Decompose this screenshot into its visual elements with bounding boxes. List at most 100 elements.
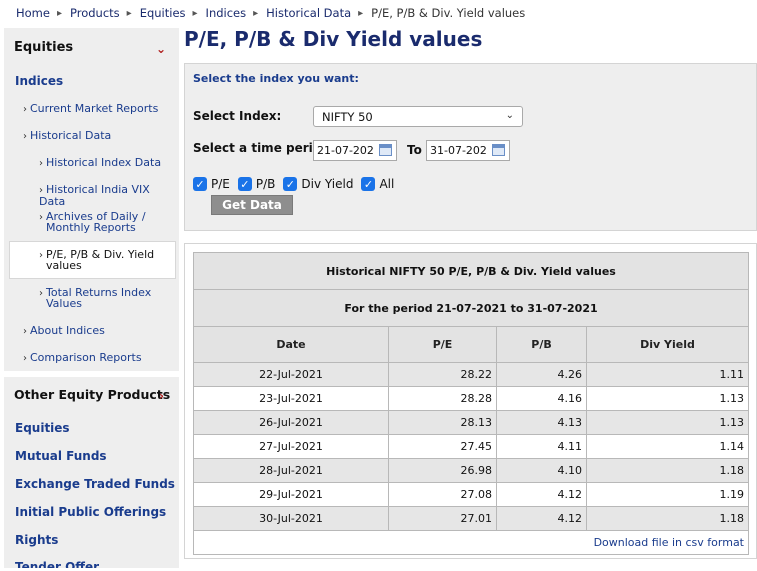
chevron-right-icon: ›	[39, 288, 43, 299]
cell-div-yield: 1.13	[586, 410, 749, 435]
index-select-value: NIFTY 50	[322, 110, 373, 124]
index-select[interactable]: NIFTY 50 ⌄	[313, 106, 523, 127]
download-csv-link[interactable]: Download file in csv format	[193, 530, 749, 555]
breadcrumb-products[interactable]: Products	[70, 6, 120, 20]
sidebar-item-label: Monthly Reports	[46, 221, 136, 234]
sidebar-section-title[interactable]: Equities	[14, 40, 74, 55]
chevron-right-icon: ›	[39, 250, 43, 261]
table-row: 28-Jul-2021 26.98 4.10 1.18	[193, 458, 749, 483]
cell-pb: 4.12	[496, 482, 587, 507]
breadcrumb-historical-data[interactable]: Historical Data	[266, 6, 352, 20]
table-period: For the period 21-07-2021 to 31-07-2021	[193, 289, 749, 327]
cell-pb: 4.13	[496, 410, 587, 435]
sidebar-item-label: Historical Index Data	[46, 156, 162, 169]
form-hint: Select the index you want:	[193, 72, 359, 85]
from-date-value: 21-07-202	[317, 144, 374, 157]
breadcrumb-separator-icon: ▸	[358, 7, 364, 19]
table-header-row: Date P/E P/B Div Yield	[193, 326, 749, 363]
checkbox-pe-label: P/E	[211, 177, 230, 191]
cell-date: 23-Jul-2021	[193, 386, 389, 411]
sidebar-item-pe-pb-div-yield[interactable]: › P/E, P/B & Div. Yield values	[39, 249, 169, 271]
cell-pb: 4.11	[496, 434, 587, 459]
cell-div-yield: 1.11	[586, 362, 749, 387]
sidebar-other-products-title[interactable]: Other Equity Products	[14, 387, 171, 402]
table-row: 30-Jul-2021 27.01 4.12 1.18	[193, 506, 749, 531]
table-row: 23-Jul-2021 28.28 4.16 1.13	[193, 386, 749, 411]
sidebar-item-label: Historical India VIX Data	[39, 183, 150, 208]
to-date-value: 31-07-202	[430, 144, 487, 157]
sidebar-item-label: Comparison Reports	[30, 351, 142, 364]
column-header-pe: P/E	[388, 326, 497, 363]
checkbox-all-label: All	[379, 177, 395, 191]
sidebar-other-rights[interactable]: Rights	[15, 533, 59, 547]
sidebar-item-label: About Indices	[30, 324, 105, 337]
sidebar-item-historical-data[interactable]: › Historical Data	[23, 130, 111, 142]
sidebar-item-label: Values	[46, 297, 82, 310]
sidebar: Equities ⌄ Indices › Current Market Repor…	[4, 28, 180, 568]
chevron-right-icon: ›	[23, 131, 27, 142]
checkbox-div-yield[interactable]: ✓	[283, 177, 298, 191]
sidebar-item-current-market-reports[interactable]: › Current Market Reports	[23, 103, 158, 115]
sidebar-item-archives[interactable]: › Archives of Daily / Monthly Reports	[39, 211, 169, 233]
cell-div-yield: 1.14	[586, 434, 749, 459]
download-row: Download file in csv format	[193, 530, 749, 555]
sidebar-item-label: Total Returns Index	[46, 286, 152, 299]
sidebar-other-equities[interactable]: Equities	[15, 421, 70, 435]
checkbox-all[interactable]: ✓	[361, 177, 376, 191]
breadcrumb-indices[interactable]: Indices	[205, 6, 247, 20]
breadcrumb-home[interactable]: Home	[16, 6, 50, 20]
column-header-date: Date	[193, 326, 389, 363]
sidebar-item-historical-index-data[interactable]: › Historical Index Data	[39, 157, 169, 169]
get-data-button[interactable]: Get Data	[211, 195, 293, 215]
from-date-input[interactable]: 21-07-202	[313, 140, 397, 161]
sidebar-item-comparison-reports[interactable]: › Comparison Reports	[23, 352, 142, 364]
page-title: P/E, P/B & Div Yield values	[184, 27, 483, 51]
sidebar-category-indices[interactable]: Indices	[15, 74, 64, 88]
sidebar-item-historical-vix-data[interactable]: › Historical India VIX Data	[39, 184, 169, 207]
cell-date: 28-Jul-2021	[193, 458, 389, 483]
chevron-right-icon: ›	[39, 185, 43, 196]
checkbox-pe[interactable]: ✓	[193, 177, 207, 191]
breadcrumb: Home ▸ Products ▸ Equities ▸ Indices ▸ Histo…	[16, 5, 525, 21]
cell-pe: 28.22	[388, 362, 497, 387]
table-row: 29-Jul-2021 27.08 4.12 1.19	[193, 482, 749, 507]
sidebar-item-label: values	[46, 259, 82, 272]
calendar-icon[interactable]	[379, 144, 392, 156]
cell-pe: 27.08	[388, 482, 497, 507]
checkbox-pb[interactable]: ✓	[237, 177, 252, 191]
cell-pe: 26.98	[388, 458, 497, 483]
breadcrumb-separator-icon: ▸	[126, 7, 132, 19]
sidebar-other-tender-offer[interactable]: Tender Offer	[15, 560, 100, 568]
checkbox-pb-label: P/B	[255, 177, 276, 191]
sidebar-item-total-returns-index[interactable]: › Total Returns Index Values	[39, 287, 169, 309]
cell-date: 26-Jul-2021	[193, 410, 389, 435]
breadcrumb-current: P/E, P/B & Div. Yield values	[371, 6, 526, 20]
sidebar-item-about-indices[interactable]: › About Indices	[23, 325, 105, 337]
results-table: Historical NIFTY 50 P/E, P/B & Div. Yiel…	[193, 252, 749, 555]
cell-div-yield: 1.18	[586, 458, 749, 483]
sidebar-other-mutual-funds[interactable]: Mutual Funds	[15, 449, 107, 463]
sidebar-other-products-box	[4, 377, 179, 568]
metric-checkboxes: ✓ P/E ✓ P/B ✓ Div Yield ✓ All	[193, 176, 402, 192]
filter-form: Select the index you want: Select Index:…	[184, 63, 757, 231]
breadcrumb-equities[interactable]: Equities	[139, 6, 186, 20]
table-period-row: For the period 21-07-2021 to 31-07-2021	[193, 289, 749, 327]
chevron-down-icon[interactable]: ⌄	[156, 42, 167, 56]
cell-div-yield: 1.19	[586, 482, 749, 507]
cell-pe: 27.45	[388, 434, 497, 459]
chevron-right-icon: ›	[23, 353, 27, 364]
cell-div-yield: 1.13	[586, 386, 749, 411]
to-date-input[interactable]: 31-07-202	[426, 140, 510, 161]
chevron-right-icon: ›	[39, 158, 43, 169]
calendar-icon[interactable]	[492, 144, 505, 156]
select-index-label: Select Index:	[193, 109, 282, 123]
breadcrumb-separator-icon: ▸	[253, 7, 259, 19]
chevron-right-icon[interactable]: ›	[159, 389, 164, 403]
cell-pb: 4.12	[496, 506, 587, 531]
sidebar-other-ipo[interactable]: Initial Public Offerings	[15, 505, 167, 519]
table-row: 22-Jul-2021 28.22 4.26 1.11	[193, 362, 749, 387]
sidebar-item-label: Historical Data	[30, 129, 112, 142]
to-label: To	[407, 143, 422, 157]
cell-div-yield: 1.18	[586, 506, 749, 531]
sidebar-other-etf[interactable]: Exchange Traded Funds	[15, 477, 175, 491]
